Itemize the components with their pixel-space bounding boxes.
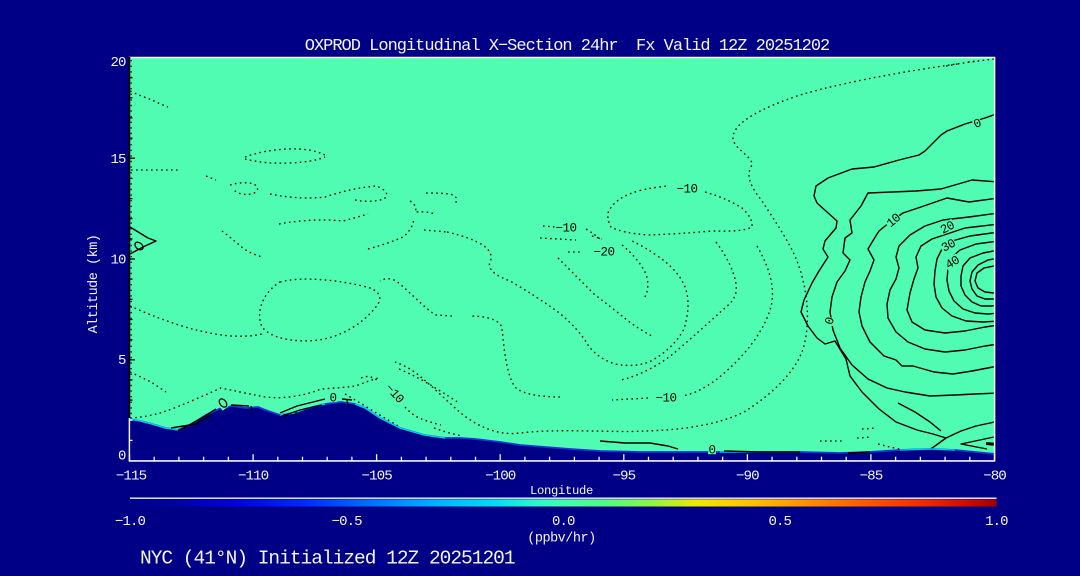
svg-text:0: 0 [330,391,337,405]
svg-text:0: 0 [823,316,838,326]
svg-text:Altitude (km): Altitude (km) [87,235,102,334]
svg-text:0: 0 [118,449,126,465]
svg-text:0.0: 0.0 [552,514,575,530]
svg-text:−95: −95 [612,469,635,485]
svg-text:−20: −20 [594,245,615,259]
svg-text:−115: −115 [116,469,147,485]
svg-text:−105: −105 [361,469,392,485]
svg-text:−110: −110 [238,469,269,485]
svg-text:5: 5 [118,353,126,369]
svg-text:−1.0: −1.0 [115,514,146,530]
svg-text:0: 0 [709,443,716,457]
svg-text:−85: −85 [860,469,883,485]
svg-text:−0.5: −0.5 [332,514,363,530]
svg-text:40: 40 [943,253,962,272]
svg-text:10: 10 [110,253,126,269]
svg-text:−90: −90 [736,469,759,485]
svg-text:20: 20 [938,219,957,238]
svg-text:−10: −10 [656,391,677,405]
svg-text:OXPROD Longitudinal X−Section: OXPROD Longitudinal X−Section 24hr Fx Va… [305,37,830,56]
svg-text:(ppbv/hr): (ppbv/hr) [527,532,595,547]
svg-text:20: 20 [110,55,126,71]
svg-text:−10: −10 [556,221,577,235]
svg-text:NYC (41°N) Initialized 12Z 202: NYC (41°N) Initialized 12Z 20251201 [140,548,515,570]
svg-text:−10: −10 [677,182,698,196]
svg-text:30: 30 [939,237,958,256]
svg-text:Longitude: Longitude [530,484,593,498]
svg-text:0.5: 0.5 [769,514,792,530]
svg-text:1.0: 1.0 [985,514,1008,530]
svg-text:−100: −100 [485,469,516,485]
svg-text:−80: −80 [983,469,1006,485]
svg-text:0: 0 [972,116,984,132]
svg-text:15: 15 [110,152,126,168]
